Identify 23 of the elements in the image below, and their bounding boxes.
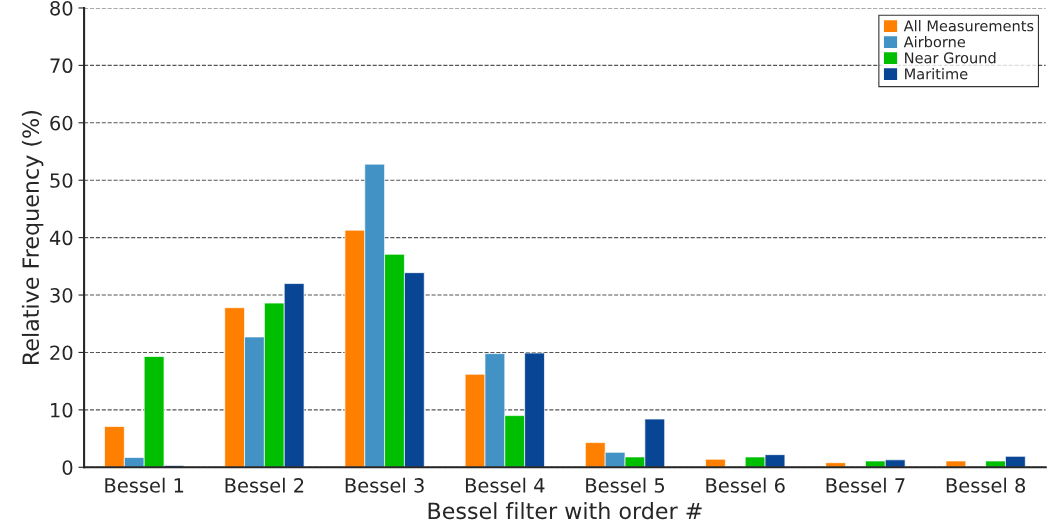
y-tick-label: 40 [49,230,73,246]
y-tick-label: 0 [62,460,73,475]
y-axis-title: Relative Frequency (%) [21,111,44,364]
y-tick-label: 60 [50,115,73,131]
y-tick-label: 10 [51,402,73,418]
legend-label: All Measurements [903,20,1034,32]
y-tick-label: 30 [50,287,73,303]
x-axis-title: Bessel filter with order # [428,502,702,520]
legend-label: Maritime [905,68,968,80]
legend-label: Airborne [903,36,966,48]
x-tick-label: Bessel 5 [586,477,665,493]
y-tick-label: 20 [50,345,73,361]
y-tick-label: 70 [50,58,73,74]
x-tick-label: Bessel 2 [225,477,304,493]
x-tick-label: Bessel 7 [826,477,905,493]
y-tick-label: 50 [50,173,73,188]
x-tick-label: Bessel 1 [105,477,184,493]
x-tick-label: Bessel 3 [345,477,424,493]
x-tick-label: Bessel 8 [946,477,1026,493]
x-tick-label: Bessel 6 [706,477,785,493]
legend-label: Near Ground [905,52,996,64]
x-tick-label: Bessel 4 [465,477,545,493]
y-tick-label: 80 [50,0,73,16]
